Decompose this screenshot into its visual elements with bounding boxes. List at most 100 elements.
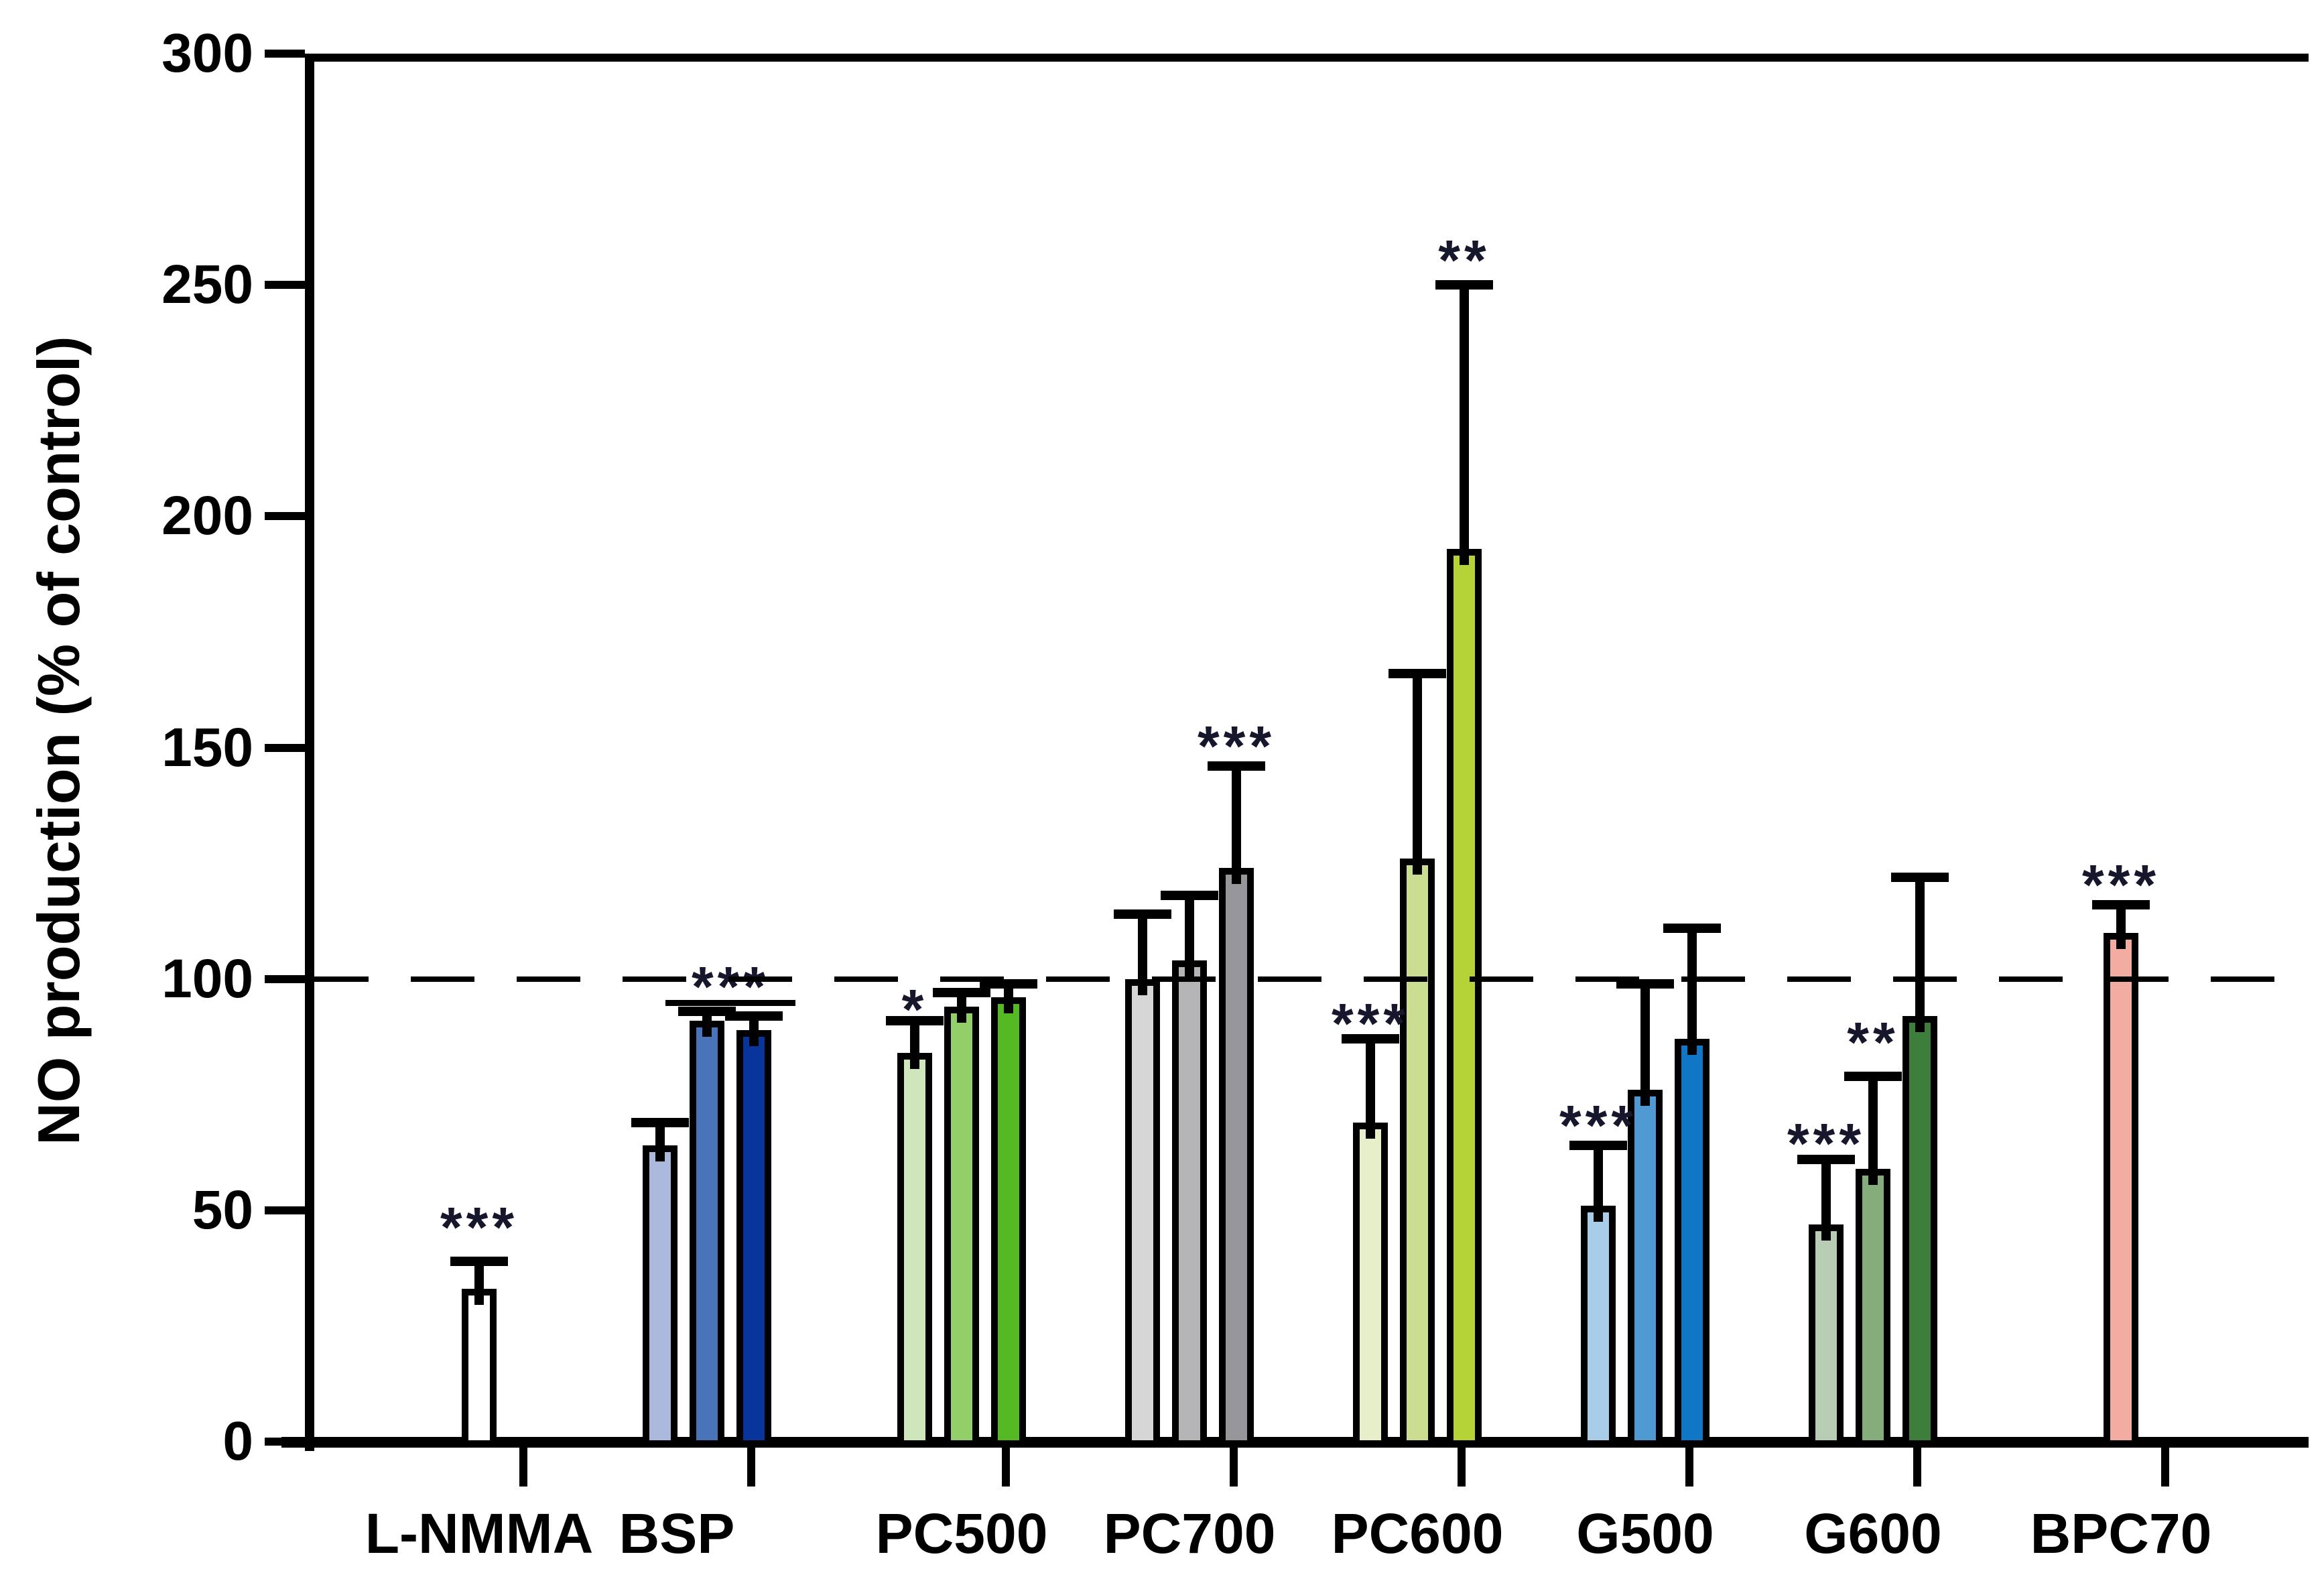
error-bar-cap (1891, 872, 1949, 882)
error-bar-cap (631, 1117, 689, 1127)
y-tick-label-0: 0 (222, 1411, 253, 1472)
significance-label-L-NMMA-1: *** (440, 1195, 519, 1259)
x-axis-line (281, 1437, 2309, 1448)
error-bar-stem (1821, 1159, 1831, 1241)
x-tick-mark-PC500 (1002, 1448, 1010, 1487)
error-bar-stem (1366, 1039, 1375, 1139)
error-bar-cap (886, 1015, 944, 1025)
y-tick-label-50: 50 (192, 1179, 253, 1241)
x-axis-label-PC500: PC500 (875, 1502, 1048, 1565)
bar-PC500-1 (897, 1053, 932, 1447)
significance-label-PC500-1: * (901, 978, 928, 1041)
error-bar-stem (1640, 983, 1650, 1107)
error-bar-stem (1460, 285, 1469, 565)
error-bar-cap (1114, 909, 1171, 920)
significance-label-G500-1: *** (1559, 1093, 1638, 1157)
error-bar-cap (1663, 923, 1721, 933)
y-tick-label-250: 250 (162, 254, 253, 316)
bar-PC700-3 (1219, 867, 1254, 1447)
bar-G600-3 (1902, 1015, 1937, 1447)
bar-PC600-3 (1447, 548, 1482, 1447)
y-tick-mark-300 (265, 50, 305, 58)
significance-label-G600-1: *** (1787, 1112, 1866, 1176)
x-tick-mark-BPC70 (2161, 1448, 2169, 1487)
error-bar-stem (1185, 895, 1194, 977)
x-tick-mark-BSP (747, 1448, 755, 1487)
error-bar-cap (1342, 1034, 1399, 1044)
significance-label-PC600-3: ** (1438, 228, 1490, 292)
y-tick-mark-250 (265, 281, 305, 290)
bar-BSP-1 (643, 1145, 677, 1447)
x-axis-label-G500: G500 (1576, 1502, 1714, 1565)
bar-PC500-3 (991, 997, 1026, 1447)
error-bar-cap (2092, 900, 2150, 910)
bar-G500-3 (1675, 1039, 1709, 1447)
bar-PC700-1 (1125, 978, 1160, 1447)
bar-G600-1 (1809, 1224, 1844, 1447)
error-bar-stem (957, 993, 966, 1023)
x-axis-label-PC700: PC700 (1103, 1502, 1276, 1565)
x-axis-label-BPC70: BPC70 (2030, 1502, 2212, 1565)
error-bar-stem (1232, 766, 1241, 884)
error-bar-cap (933, 988, 990, 998)
x-axis-label-PC600: PC600 (1331, 1502, 1504, 1565)
error-bar-cap (1208, 761, 1265, 771)
bar-PC700-2 (1172, 960, 1207, 1447)
error-bar-cap (725, 1011, 783, 1021)
y-tick-label-150: 150 (162, 716, 253, 778)
error-bar-stem (1915, 877, 1925, 1032)
x-tick-mark-PC700 (1230, 1448, 1238, 1487)
error-bar-cap (1435, 280, 1493, 290)
bar-G500-2 (1628, 1090, 1663, 1447)
y-tick-label-100: 100 (162, 948, 253, 1009)
error-bar-stem (702, 1011, 712, 1037)
y-tick-mark-50 (265, 1206, 305, 1214)
error-bar-stem (1004, 983, 1013, 1014)
error-bar-stem (474, 1261, 484, 1306)
error-bar-cap (450, 1256, 508, 1266)
bar-G500-1 (1581, 1205, 1616, 1447)
y-tick-mark-150 (265, 743, 305, 752)
significance-label-BSP: *** (691, 954, 770, 1018)
bar-PC600-2 (1400, 859, 1435, 1447)
y-tick-mark-200 (265, 512, 305, 521)
y-tick-mark-0 (265, 1438, 305, 1446)
x-axis-label-G600: G600 (1804, 1502, 1942, 1565)
significance-label-PC600-1: *** (1331, 991, 1410, 1055)
bar-BSP-3 (736, 1029, 771, 1447)
bar-BSP-2 (690, 1020, 724, 1447)
y-tick-label-300: 300 (162, 23, 253, 84)
x-tick-mark-G500 (1685, 1448, 1693, 1487)
x-tick-mark-G600 (1913, 1448, 1921, 1487)
plot-top-border (305, 54, 2309, 62)
y-tick-label-200: 200 (162, 485, 253, 547)
bar-BPC70-1 (2104, 932, 2138, 1447)
bar-PC500-2 (944, 1007, 979, 1447)
error-bar-stem (910, 1020, 919, 1070)
x-axis-label-BSP: BSP (619, 1502, 735, 1565)
error-bar-stem (2116, 905, 2126, 949)
y-tick-mark-100 (265, 974, 305, 983)
x-axis-label-L-NMMA: L-NMMA (365, 1502, 594, 1565)
significance-label-BPC70-1: *** (2081, 852, 2160, 916)
error-bar-cap (1161, 891, 1218, 901)
x-tick-mark-L-NMMA (519, 1448, 527, 1487)
error-bar-stem (1594, 1145, 1603, 1222)
y-axis-line (305, 54, 314, 1451)
bar-G600-2 (1856, 1168, 1890, 1447)
significance-label-G600-2: ** (1847, 1010, 1899, 1074)
bar-L-NMMA-1 (462, 1289, 497, 1447)
error-bar-cap (1389, 669, 1446, 679)
error-bar-stem (749, 1015, 759, 1046)
error-bar-cap (1569, 1141, 1627, 1151)
error-bar-stem (655, 1122, 665, 1162)
error-bar-stem (1138, 914, 1147, 995)
error-bar-cap (678, 1006, 736, 1016)
error-bar-cap (1844, 1071, 1902, 1081)
significance-bracket-BSP (665, 999, 795, 1006)
error-bar-stem (1868, 1076, 1878, 1185)
error-bar-cap (1797, 1154, 1855, 1164)
reference-line-100 (305, 976, 2309, 982)
significance-label-PC700-3: *** (1197, 714, 1276, 777)
